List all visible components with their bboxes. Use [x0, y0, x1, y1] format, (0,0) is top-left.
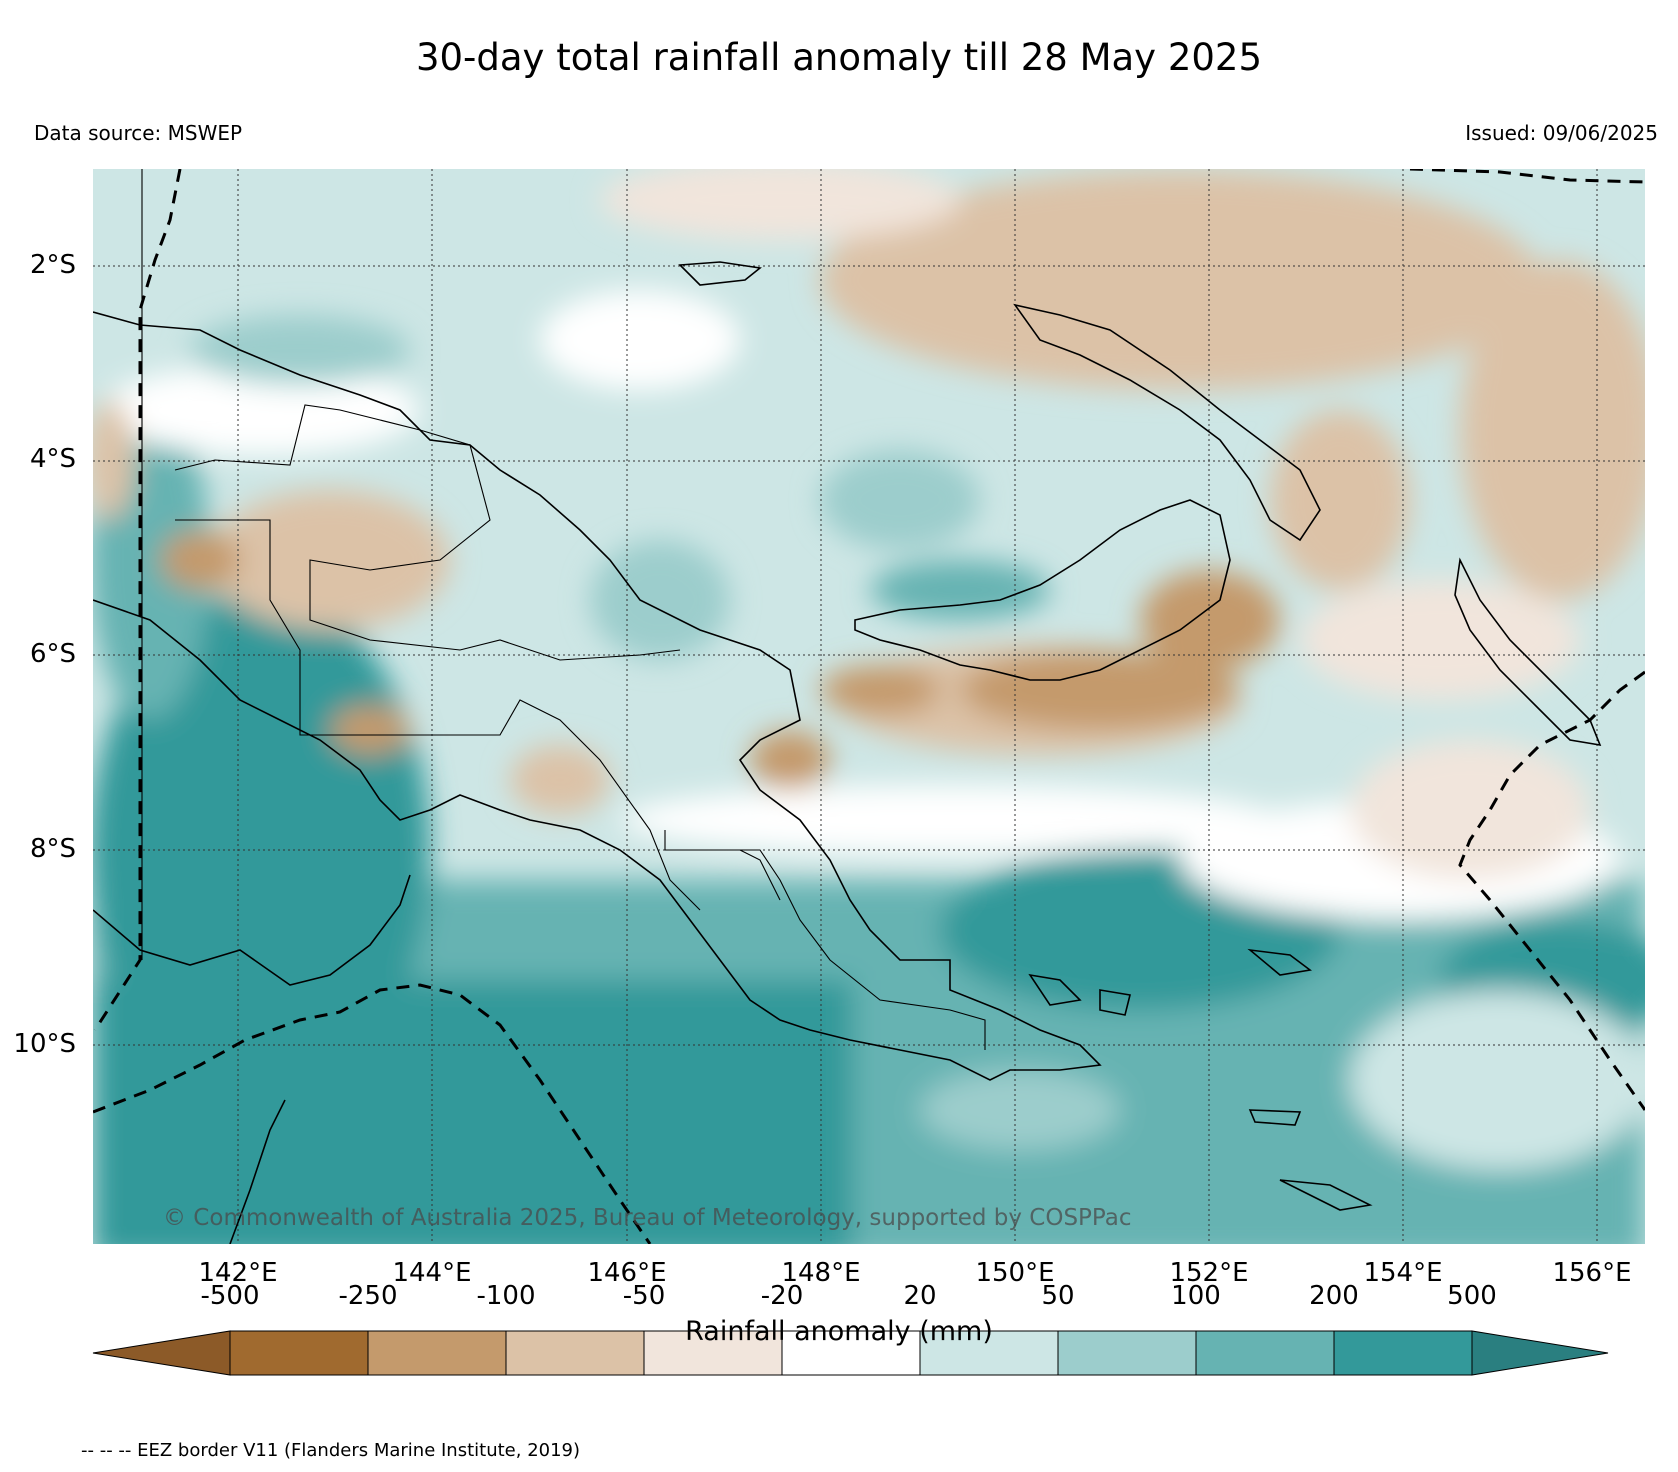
colorbar-tick-label: -500: [200, 1281, 260, 1311]
lon-label-150e: 150°E: [975, 1258, 1055, 1288]
province-borders: [141, 169, 986, 1050]
colorbar-title: Rainfall anomaly (mm): [685, 1316, 993, 1347]
data-source-label: Data source: MSWEP: [34, 121, 243, 145]
colorbar-tick-label: 200: [1309, 1281, 1359, 1311]
colorbar-segment: [367, 1330, 507, 1376]
lat-label-4s: 4°S: [29, 444, 76, 474]
colorbar-tick-label: -250: [338, 1281, 398, 1311]
colorbar-extend-high: [1471, 1330, 1609, 1376]
colorbar-segment: [229, 1330, 369, 1376]
lon-label-156e: 156°E: [1552, 1258, 1632, 1288]
lon-label-144e: 144°E: [392, 1258, 472, 1288]
lat-label-2s: 2°S: [29, 250, 76, 280]
lon-label-142e: 142°E: [198, 1258, 278, 1288]
copyright-watermark: © Commonwealth of Australia 2025, Bureau…: [163, 1205, 1132, 1231]
colorbar: [92, 1330, 1609, 1376]
colorbar-tick-label: 20: [903, 1281, 937, 1311]
issued-date-label: Issued: 09/06/2025: [1465, 121, 1658, 145]
colorbar-segment: [1057, 1330, 1197, 1376]
map-title: 30-day total rainfall anomaly till 28 Ma…: [415, 36, 1263, 79]
lat-label-6s: 6°S: [29, 639, 76, 669]
colorbar-segment: [505, 1330, 645, 1376]
colorbar-segment: [1333, 1330, 1473, 1376]
colorbar-tick-label: 500: [1447, 1281, 1497, 1311]
lat-label-8s: 8°S: [29, 834, 76, 864]
lon-label-148e: 148°E: [781, 1258, 861, 1288]
colorbar-tick-label: -50: [622, 1281, 666, 1311]
anomaly-field: [93, 169, 1645, 1244]
eez-borders: [93, 169, 1645, 1244]
colorbar-segment: [1195, 1330, 1335, 1376]
eez-border-note: -- -- -- EEZ border V11 (Flanders Marine…: [81, 1440, 581, 1461]
lon-label-154e: 154°E: [1363, 1258, 1443, 1288]
colorbar-tick-label: 50: [1041, 1281, 1075, 1311]
colorbar-tick-label: -20: [760, 1281, 804, 1311]
colorbar-segment: [919, 1330, 1059, 1376]
coastlines: [93, 261, 1602, 1244]
graticule: [93, 169, 1645, 1244]
colorbar-tick-label: 100: [1171, 1281, 1221, 1311]
colorbar-tick-label: -100: [476, 1281, 536, 1311]
lat-label-10s: 10°S: [13, 1029, 76, 1059]
colorbar-segment: [781, 1330, 921, 1376]
lon-label-146e: 146°E: [587, 1258, 667, 1288]
lon-label-152e: 152°E: [1169, 1258, 1249, 1288]
